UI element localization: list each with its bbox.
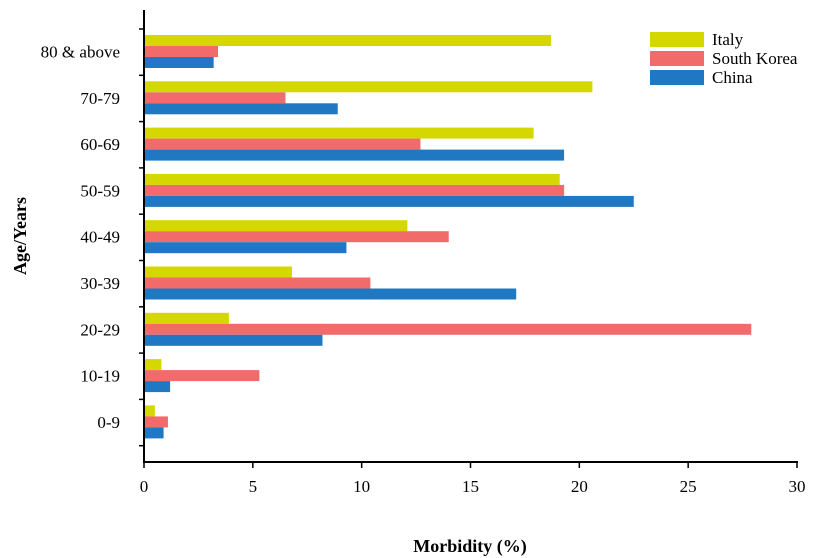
- bar-south-korea-50-59: [144, 184, 565, 196]
- bar-south-korea-10-19: [144, 370, 260, 382]
- y-tick-label: 10-19: [80, 367, 120, 386]
- bar-south-korea-30-39: [144, 277, 371, 289]
- bar-south-korea-40-49: [144, 231, 449, 243]
- bar-china-50-59: [144, 195, 634, 207]
- bar-south-korea-0-9: [144, 416, 168, 428]
- x-axis-title: Morbidity (%): [413, 536, 526, 557]
- y-tick-labels: 80 & above 70-79 60-69 50-59 40-49 30-39 20-29…: [41, 43, 120, 432]
- bar-italy-30-39: [144, 266, 293, 278]
- y-axis-title: Age/Years: [10, 197, 30, 275]
- y-tick-label: 70-79: [80, 89, 120, 108]
- x-tick-label: 0: [140, 477, 149, 496]
- bar-italy-70-79: [144, 81, 593, 93]
- x-tick-label: 25: [680, 477, 697, 496]
- x-tick-label: 15: [462, 477, 479, 496]
- x-tick-label: 5: [249, 477, 258, 496]
- bar-china-30-39: [144, 288, 517, 300]
- bar-italy-40-49: [144, 220, 408, 232]
- legend-label-china: China: [712, 68, 753, 87]
- bar-china-40-49: [144, 242, 347, 254]
- legend-label-south-korea: South Korea: [712, 49, 798, 68]
- legend-swatch-south-korea: [650, 51, 704, 66]
- bar-china-0-9: [144, 427, 164, 439]
- bar-italy-80-above: [144, 35, 552, 46]
- legend-swatch-italy: [650, 32, 704, 47]
- bar-china-70-79: [144, 103, 338, 115]
- bar-italy-10-19: [144, 359, 162, 371]
- y-tick-label: 40-49: [80, 228, 120, 247]
- y-tick-label: 50-59: [80, 181, 120, 200]
- bar-south-korea-20-29: [144, 323, 752, 335]
- bar-china-20-29: [144, 334, 323, 346]
- bar-italy-0-9: [144, 405, 155, 417]
- x-tick-labels: 0 5 10 15 20 25 30: [140, 477, 806, 496]
- bar-south-korea-60-69: [144, 138, 421, 150]
- y-tick-label: 60-69: [80, 135, 120, 154]
- bar-south-korea-80-above: [144, 46, 219, 57]
- legend-label-italy: Italy: [712, 30, 744, 49]
- axes-group: [139, 10, 798, 468]
- bar-italy-60-69: [144, 127, 534, 139]
- bar-south-korea-70-79: [144, 92, 286, 104]
- bar-china-10-19: [144, 381, 171, 393]
- y-tick-label: 0-9: [97, 413, 120, 432]
- legend-swatch-china: [650, 70, 704, 85]
- bar-china-80-above: [144, 57, 214, 68]
- bar-italy-20-29: [144, 312, 229, 324]
- x-tick-label: 30: [789, 477, 806, 496]
- y-tick-label: 30-39: [80, 274, 120, 293]
- y-tick-label: 20-29: [80, 320, 120, 339]
- bar-italy-50-59: [144, 173, 560, 185]
- bar-china-60-69: [144, 149, 565, 161]
- x-tick-label: 20: [571, 477, 588, 496]
- y-tick-label: 80 & above: [41, 43, 120, 62]
- bars-group: [144, 35, 752, 439]
- x-tick-label: 10: [353, 477, 370, 496]
